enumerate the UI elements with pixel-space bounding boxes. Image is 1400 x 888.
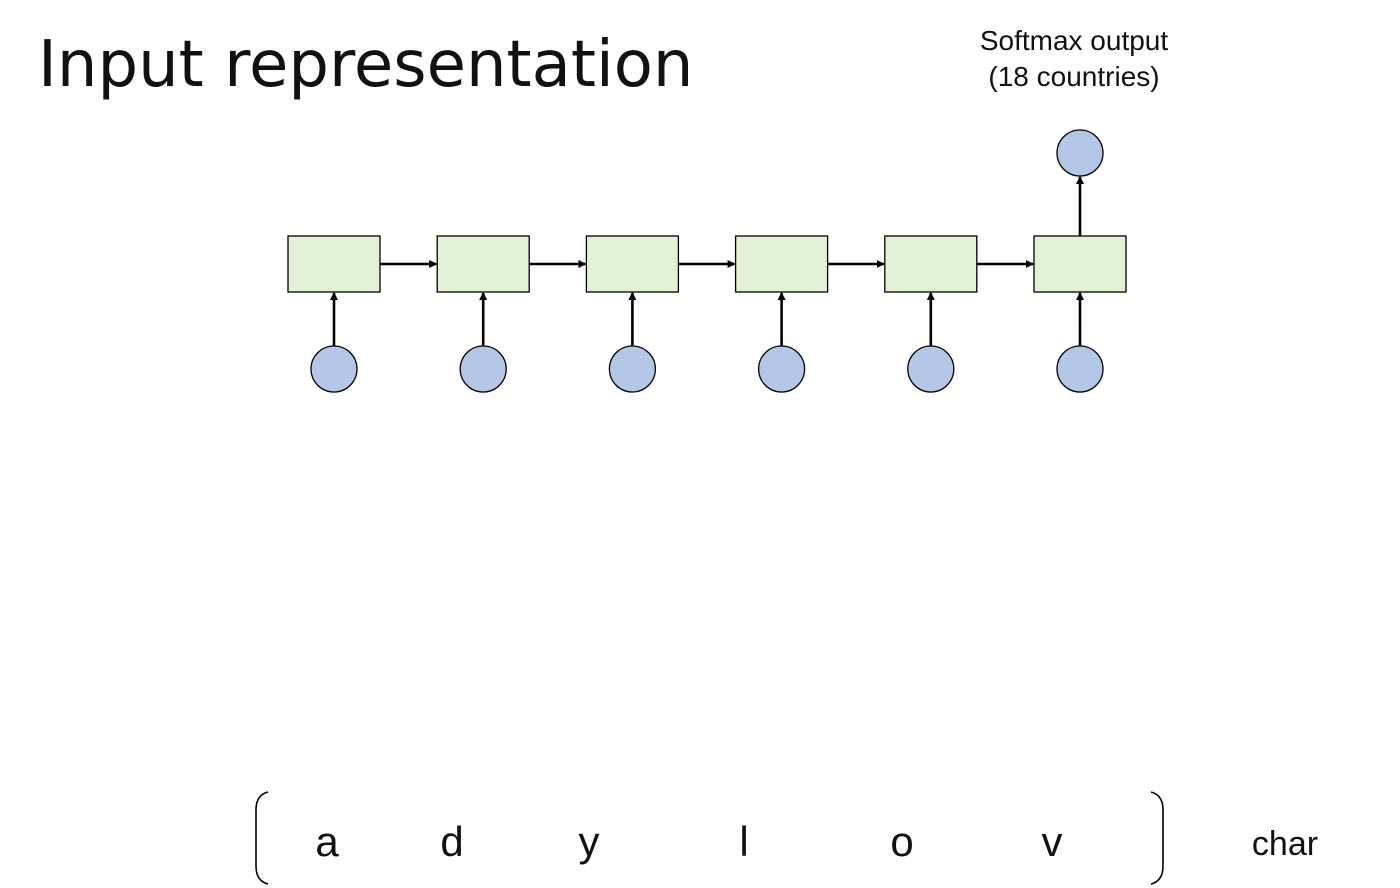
input-node-3 [608,345,657,393]
slide-title: Input representation [38,28,694,102]
rnn-cell-4 [734,235,829,293]
input-node-4 [757,345,806,393]
char-1: a [315,818,339,865]
input-nodes [310,129,1104,393]
diagram-edges [330,176,1084,346]
input-node-2 [459,345,507,393]
right-bracket [1150,791,1164,885]
rnn-cell-2 [436,235,530,293]
softmax-output-node [1056,129,1104,177]
rnn-cell-1 [287,235,381,293]
input-node-1 [310,345,358,393]
char-5: o [890,818,913,865]
rnn-cell-6 [1033,235,1127,293]
input-node-5 [907,345,955,393]
char-row-label: char [1252,825,1318,863]
softmax-output-label: Softmax output [980,25,1169,56]
char-2: d [440,818,463,865]
rnn-cells [287,235,1127,293]
char-6: v [1042,818,1063,865]
softmax-output-sublabel: (18 countries) [988,61,1159,92]
input-node-6 [1056,345,1104,393]
rnn-cell-3 [585,235,680,293]
char-4: l [739,818,748,865]
rnn-cell-5 [884,235,978,293]
left-bracket [255,791,269,885]
char-3: y [579,818,600,865]
